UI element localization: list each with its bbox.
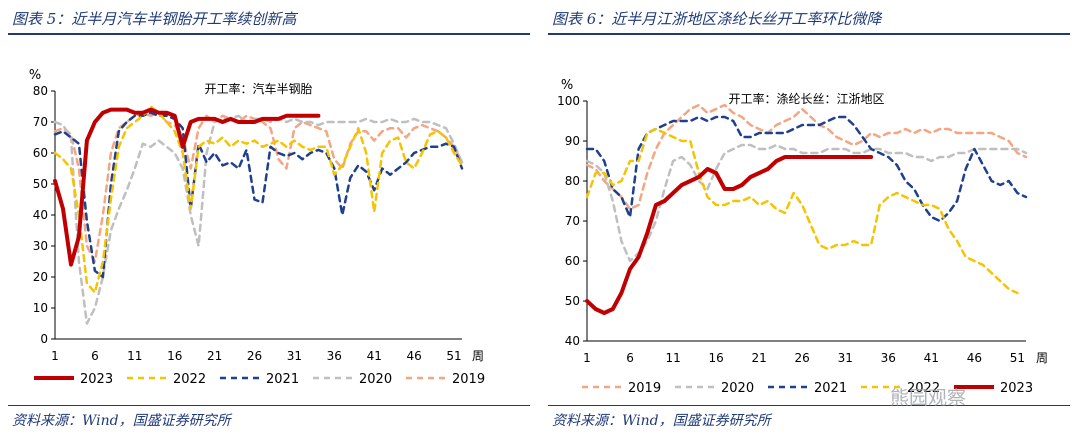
y-tick-label: 60 [33, 146, 48, 160]
y-tick-label: 30 [33, 239, 48, 253]
chart-panel-right: 图表 6：近半月江浙地区涤纶长丝开工率环比微降 开工率：涤纶长丝：江浙地区% 周 4… [540, 0, 1070, 441]
chart-title: 开工率：涤纶长丝：江浙地区 [728, 91, 884, 106]
legend-label-2023: 2023 [80, 372, 113, 387]
x-tick-label: 21 [207, 349, 222, 363]
title-rule [8, 33, 530, 35]
legend-label-2019: 2019 [452, 372, 485, 387]
y-axis-unit: % [29, 68, 41, 83]
x-tick-label: 11 [127, 349, 142, 363]
y-tick-label: 70 [565, 214, 580, 228]
legend-label-2022: 2022 [907, 381, 940, 396]
x-tick-label: 46 [967, 351, 982, 365]
x-tick-label: 26 [795, 351, 810, 365]
x-tick-label: 36 [881, 351, 896, 365]
y-tick-label: 90 [565, 134, 580, 148]
x-tick-label: 26 [247, 349, 262, 363]
x-axis-label: 周 [1036, 351, 1048, 365]
series-line-2022 [53, 105, 464, 294]
x-tick-label: 31 [838, 351, 853, 365]
legend-label-2021: 2021 [266, 372, 299, 387]
y-tick-label: 0 [40, 332, 48, 346]
y-tick-label: 50 [565, 294, 580, 308]
series-line-2020 [585, 143, 1028, 263]
x-tick-label: 6 [626, 351, 634, 365]
x-tick-label: 36 [327, 349, 342, 363]
x-tick-label: 41 [924, 351, 939, 365]
chart-panel-left: 图表 5：近半月汽车半钢胎开工率续创新高 开工率：汽车半钢胎% 周 0 10 20 30 4… [0, 0, 530, 441]
y-tick-label: 10 [33, 301, 48, 315]
legend-label-2019: 2019 [628, 381, 661, 396]
legend-label-2021: 2021 [814, 381, 847, 396]
source-rule [8, 405, 530, 406]
series-line-2023 [53, 107, 321, 267]
y-tick-label: 20 [33, 270, 48, 284]
legend-label-2023: 2023 [1000, 381, 1033, 396]
x-tick-label: 51 [446, 349, 461, 363]
source-note: 资料来源：Wind，国盛证券研究所 [12, 413, 231, 429]
x-tick-label: 16 [708, 351, 723, 365]
series-line-2019 [585, 103, 1028, 211]
x-tick-label: 11 [665, 351, 680, 365]
x-tick-label: 1 [583, 351, 591, 365]
x-tick-label: 41 [367, 349, 382, 363]
figure-label: 图表 6：近半月江浙地区涤纶长丝开工率环比微降 [552, 10, 882, 28]
source-note: 资料来源：Wind，国盛证券研究所 [552, 413, 771, 429]
series-line-2019 [53, 111, 464, 263]
y-tick-label: 100 [557, 94, 580, 108]
y-tick-label: 50 [33, 177, 48, 191]
series-line-2022 [585, 127, 1019, 295]
y-tick-label: 40 [33, 208, 48, 222]
figure-label: 图表 5：近半月汽车半钢胎开工率续创新高 [12, 10, 297, 28]
x-tick-label: 51 [1010, 351, 1025, 365]
x-tick-label: 46 [406, 349, 421, 363]
chart-title: 开工率：汽车半钢胎 [204, 81, 312, 96]
y-tick-label: 80 [33, 84, 48, 98]
y-axis-unit: % [561, 78, 573, 93]
x-tick-label: 31 [287, 349, 302, 363]
series-line-2021 [585, 115, 1028, 223]
series-line-2021 [53, 111, 464, 279]
legend-label-2020: 2020 [359, 372, 392, 387]
y-tick-label: 60 [565, 254, 580, 268]
legend-label-2022: 2022 [173, 372, 206, 387]
x-tick-label: 6 [91, 349, 99, 363]
y-tick-label: 70 [33, 115, 48, 129]
watermark-text: 熊园观察 [890, 387, 967, 409]
x-tick-label: 21 [752, 351, 767, 365]
title-rule [548, 33, 1070, 35]
y-tick-label: 80 [565, 174, 580, 188]
source-rule [548, 405, 1070, 406]
x-axis-label: 周 [472, 349, 484, 363]
x-tick-label: 16 [167, 349, 182, 363]
y-tick-label: 40 [565, 334, 580, 348]
x-tick-label: 1 [51, 349, 59, 363]
series-line-2023 [585, 155, 874, 315]
legend-label-2020: 2020 [721, 381, 754, 396]
